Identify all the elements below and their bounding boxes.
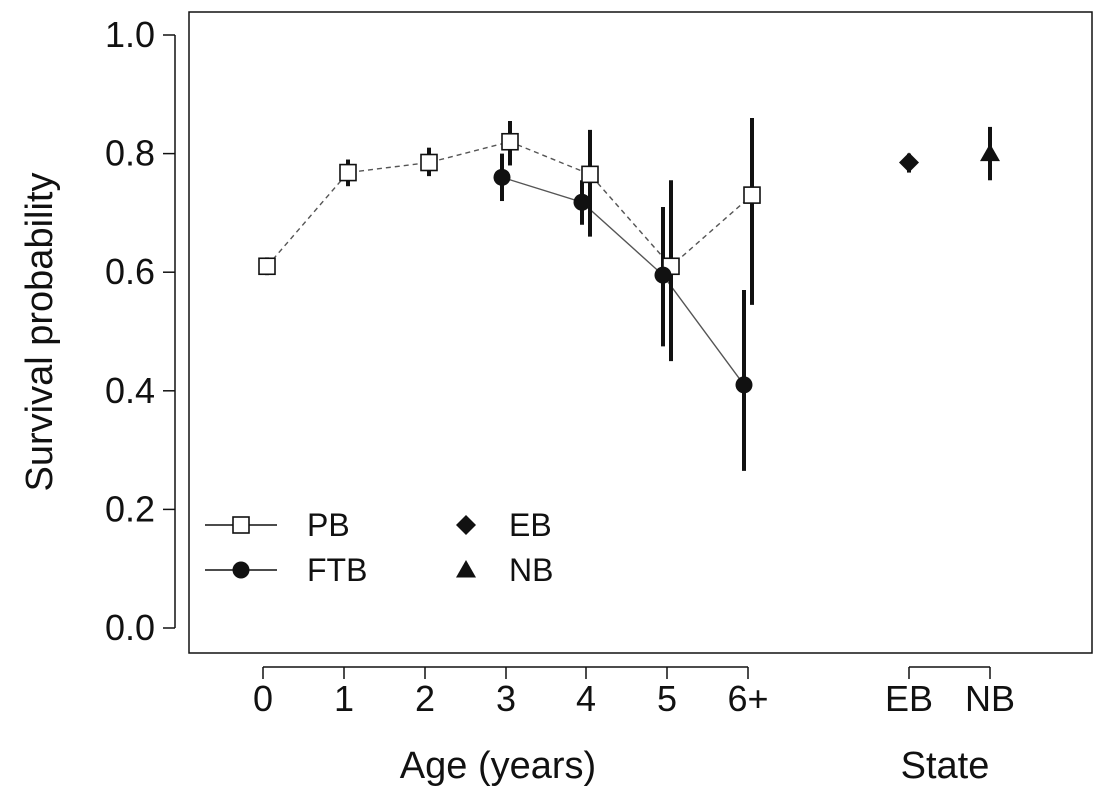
- x-tick-label: NB: [965, 678, 1015, 719]
- y-axis: 0.0 0.2 0.4 0.6 0.8 1.0: [105, 14, 176, 648]
- point-ftb: [654, 266, 672, 284]
- x-tick-label: 1: [334, 678, 354, 719]
- x-tick-label: 5: [657, 678, 677, 719]
- x-axis: 0 1 2 3 4 5 6+ EB NB: [253, 666, 1015, 719]
- point-ftb: [573, 193, 591, 211]
- y-tick-label: 0.0: [105, 607, 155, 648]
- data-points: [258, 132, 1000, 394]
- point-ftb: [493, 168, 511, 186]
- point-pb: [581, 165, 599, 184]
- point-ftb: [735, 376, 753, 394]
- x-tick-label: EB: [885, 678, 933, 719]
- legend-marker-ftb: [232, 561, 250, 579]
- point-eb: [899, 152, 919, 173]
- legend-label-nb: NB: [509, 552, 553, 588]
- legend-marker-pb: [232, 516, 250, 534]
- y-tick-label: 0.8: [105, 133, 155, 174]
- x-axis-title-age: Age (years): [400, 745, 596, 787]
- y-tick-label: 0.6: [105, 251, 155, 292]
- point-nb: [980, 143, 1000, 162]
- legend-marker-nb: [456, 560, 476, 578]
- x-tick-label: 3: [496, 678, 516, 719]
- plot-frame: [188, 11, 1093, 654]
- y-tick-label: 0.2: [105, 488, 155, 529]
- point-pb: [420, 153, 438, 172]
- x-tick-label: 2: [415, 678, 435, 719]
- line-ftb: [501, 176, 745, 386]
- y-tick-label: 0.4: [105, 370, 155, 411]
- legend-label-pb: PB: [307, 507, 350, 543]
- legend-marker-eb: [456, 515, 476, 535]
- x-axis-title-state: State: [901, 745, 990, 787]
- point-pb: [339, 163, 357, 182]
- x-tick-label: 0: [253, 678, 273, 719]
- legend: PB FTB EB NB: [205, 507, 553, 588]
- x-tick-label: 6+: [727, 678, 768, 719]
- point-pb: [258, 257, 276, 276]
- error-bars: [265, 118, 992, 471]
- point-pb: [743, 186, 761, 204]
- x-tick-label: 4: [576, 678, 596, 719]
- y-axis-title: Survival probability: [19, 173, 61, 492]
- legend-label-ftb: FTB: [307, 552, 367, 588]
- y-tick-label: 1.0: [105, 14, 155, 55]
- point-pb: [501, 132, 519, 151]
- legend-label-eb: EB: [509, 507, 552, 543]
